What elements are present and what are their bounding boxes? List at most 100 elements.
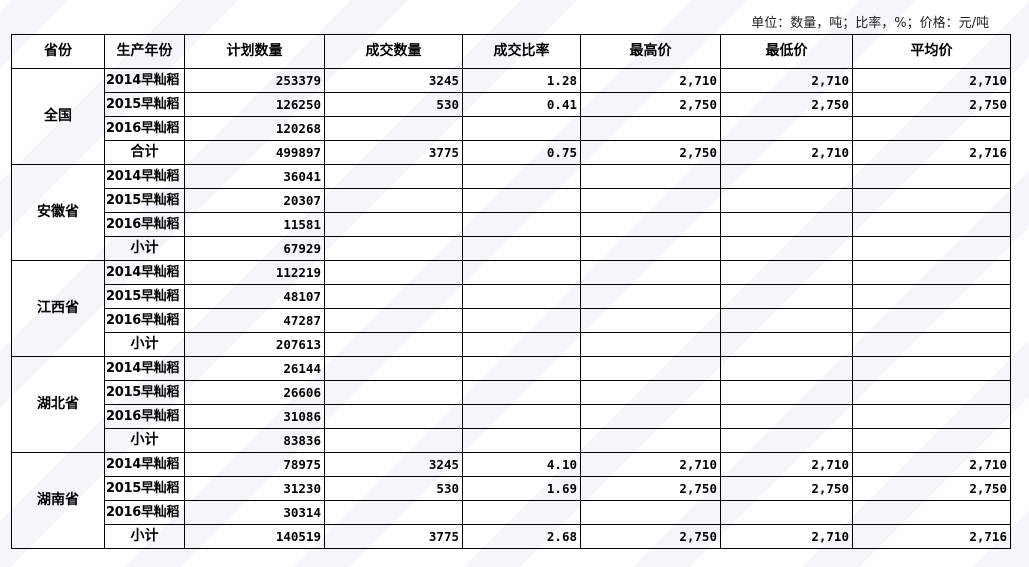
average-price-cell: [852, 428, 1011, 453]
highest-price-cell: [580, 308, 721, 333]
table-row: 2016早籼稻 47287: [12, 308, 1011, 333]
lowest-price-cell: [720, 332, 853, 357]
deal-ratio-cell: [462, 380, 581, 405]
planned-quantity-cell: 47287: [184, 308, 325, 333]
average-price-cell: 2,716: [852, 140, 1011, 165]
deal-quantity-cell: [324, 116, 463, 141]
table-row: 2015早籼稻 31230 530 1.69 2,750 2,750 2,750: [12, 476, 1011, 501]
planned-quantity-cell: 31086: [184, 404, 325, 429]
province-cell: 全国: [11, 68, 105, 165]
table-row: 小计 140519 3775 2.68 2,750 2,710 2,716: [12, 524, 1011, 549]
lowest-price-cell: [720, 428, 853, 453]
planned-quantity-cell: 11581: [184, 212, 325, 237]
lowest-price-cell: 2,710: [720, 140, 853, 165]
highest-price-cell: 2,750: [580, 524, 721, 549]
table-row: 湖南省 2014早籼稻 78975 3245 4.10 2,710 2,710 2,710: [11, 452, 1011, 549]
table-row: 小计 67929: [12, 236, 1011, 261]
planned-quantity-cell: 112219: [184, 260, 325, 285]
deal-quantity-cell: [324, 308, 463, 333]
deal-ratio-cell: 2.68: [462, 524, 581, 549]
production-year-cell: 2014早籼稻: [104, 68, 185, 93]
table-row: 2016早籼稻 31086: [12, 404, 1011, 429]
header-province: 省份: [11, 34, 105, 69]
lowest-price-cell: [720, 164, 853, 189]
highest-price-cell: 2,750: [580, 92, 721, 117]
deal-quantity-cell: 3775: [324, 140, 463, 165]
planned-quantity-cell: 83836: [184, 428, 325, 453]
production-year-cell: 小计: [104, 332, 185, 357]
deal-quantity-cell: 530: [324, 476, 463, 501]
planned-quantity-cell: 26606: [184, 380, 325, 405]
planned-quantity-cell: 31230: [184, 476, 325, 501]
deal-quantity-cell: [324, 404, 463, 429]
highest-price-cell: 2,710: [580, 452, 721, 477]
highest-price-cell: [580, 332, 721, 357]
deal-quantity-cell: 530: [324, 92, 463, 117]
highest-price-cell: 2,750: [580, 476, 721, 501]
deal-ratio-cell: [462, 260, 581, 285]
production-year-cell: 2014早籼稻: [104, 164, 185, 189]
average-price-cell: [852, 236, 1011, 261]
deal-quantity-cell: [324, 500, 463, 525]
table-row: 小计 207613: [12, 332, 1011, 357]
table-row: 2015早籼稻 26606: [12, 380, 1011, 405]
average-price-cell: [852, 332, 1011, 357]
deal-ratio-cell: [462, 284, 581, 309]
lowest-price-cell: [720, 308, 853, 333]
planned-quantity-cell: 30314: [184, 500, 325, 525]
province-cell: 湖北省: [11, 356, 105, 453]
lowest-price-cell: [720, 380, 853, 405]
header-production-year: 生产年份: [104, 34, 185, 69]
planned-quantity-cell: 499897: [184, 140, 325, 165]
deal-ratio-cell: 4.10: [462, 452, 581, 477]
highest-price-cell: 2,750: [580, 140, 721, 165]
table-row: 2015早籼稻 126250 530 0.41 2,750 2,750 2,750: [12, 92, 1011, 117]
deal-ratio-cell: [462, 116, 581, 141]
average-price-cell: [852, 404, 1011, 429]
table-row: 江西省 2014早籼稻 112219: [11, 260, 1011, 357]
deal-quantity-cell: [324, 260, 463, 285]
planned-quantity-cell: 36041: [184, 164, 325, 189]
highest-price-cell: [580, 380, 721, 405]
lowest-price-cell: 2,750: [720, 476, 853, 501]
deal-ratio-cell: [462, 212, 581, 237]
table-row: 2016早籼稻 11581: [12, 212, 1011, 237]
deal-quantity-cell: [324, 212, 463, 237]
planned-quantity-cell: 26144: [184, 356, 325, 381]
average-price-cell: [852, 284, 1011, 309]
deal-ratio-cell: [462, 236, 581, 261]
planned-quantity-cell: 207613: [184, 332, 325, 357]
unit-note: 单位：数量，吨；比率，%；价格：元/吨: [751, 16, 989, 31]
deal-ratio-cell: [462, 308, 581, 333]
production-year-cell: 小计: [104, 428, 185, 453]
deal-ratio-cell: 0.41: [462, 92, 581, 117]
header-average-price: 平均价: [852, 34, 1011, 69]
deal-quantity-cell: [324, 284, 463, 309]
planned-quantity-cell: 120268: [184, 116, 325, 141]
average-price-cell: [852, 308, 1011, 333]
deal-ratio-cell: [462, 164, 581, 189]
planned-quantity-cell: 253379: [184, 68, 325, 93]
lowest-price-cell: 2,710: [720, 452, 853, 477]
production-year-cell: 2015早籼稻: [104, 476, 185, 501]
deal-ratio-cell: 0.75: [462, 140, 581, 165]
lowest-price-cell: [720, 116, 853, 141]
production-year-cell: 2016早籼稻: [104, 116, 185, 141]
average-price-cell: [852, 212, 1011, 237]
production-year-cell: 2016早籼稻: [104, 308, 185, 333]
highest-price-cell: 2,710: [580, 68, 721, 93]
average-price-cell: 2,716: [852, 524, 1011, 549]
deal-ratio-cell: 1.69: [462, 476, 581, 501]
deal-quantity-cell: [324, 164, 463, 189]
deal-ratio-cell: [462, 500, 581, 525]
production-year-cell: 2014早籼稻: [104, 452, 185, 477]
average-price-cell: [852, 116, 1011, 141]
deal-ratio-cell: 1.28: [462, 68, 581, 93]
lowest-price-cell: [720, 284, 853, 309]
table-row: 小计 83836: [12, 428, 1011, 453]
production-year-cell: 2016早籼稻: [104, 212, 185, 237]
production-year-cell: 2016早籼稻: [104, 404, 185, 429]
province-cell: 湖南省: [11, 452, 105, 549]
highest-price-cell: [580, 236, 721, 261]
lowest-price-cell: [720, 500, 853, 525]
